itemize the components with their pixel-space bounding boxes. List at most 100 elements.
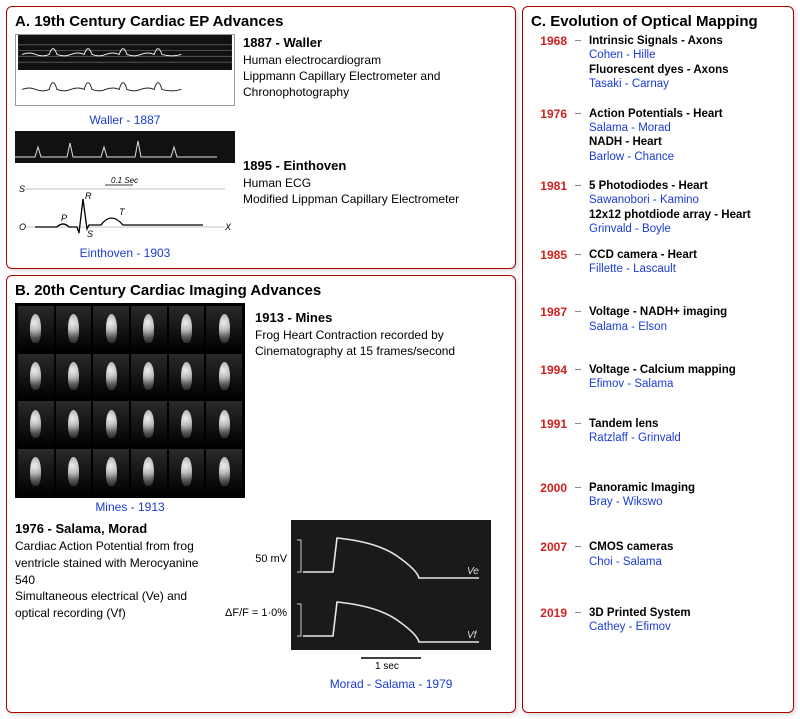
timeline-body: CCD camera - HeartFillette - Lascault [589,248,785,281]
timeline-authors: Sawanobori - Kamino [589,193,785,207]
timeline-year: 2019 [531,606,567,620]
timeline-event: Intrinsic Signals - Axons [589,34,785,48]
mines-film-grid [15,303,245,498]
salama-50mv: 50 mV [225,546,287,572]
timeline-body: CMOS camerasChoi - Salama [589,540,785,573]
timeline-row: 1985 CCD camera - HeartFillette - Lascaul… [531,248,785,281]
timeline-year: 2000 [531,481,567,495]
einthoven-caption: Einthoven - 1903 [15,246,235,260]
timeline-row: 2007 CMOS camerasChoi - Salama [531,540,785,573]
timeline-authors: Ratzlaff - Grinvald [589,431,785,445]
svg-text:R: R [85,191,92,201]
film-frame [206,449,242,495]
svg-text:S: S [87,229,93,239]
mines-film: Mines - 1913 [15,303,245,514]
timeline-authors: Salama - Morad [589,121,785,135]
svg-text:O: O [19,222,26,232]
film-frame [56,306,92,352]
timeline-spacer [531,96,785,104]
timeline-authors: Cathey - Efimov [589,620,785,634]
salama-graph-wrap: 50 mV ΔF/F = 1·0% Ve Vf [225,520,507,691]
timeline-row: 1991Tandem lensRatzlaff - Grinvald [531,417,785,450]
timeline-row: 1987Voltage - NADH+ imagingSalama - Elso… [531,305,785,338]
timeline-spacer [531,338,785,360]
film-frame [18,449,54,495]
timeline-row: 1994 Voltage - Calcium mappingEfimov - Sa… [531,363,785,396]
timeline-authors: Bray - Wikswo [589,495,785,509]
figure-root: A. 19th Century Cardiac EP Advances Wall… [0,0,800,719]
svg-text:T: T [119,207,126,217]
timeline-event: 12x12 photdiode array - Heart [589,208,785,222]
timeline-row: 1981 5 Photodiodes - HeartSawanobori - Ka… [531,179,785,241]
timeline-year: 1987 [531,305,567,319]
timeline-authors: Fillette - Lascault [589,262,785,276]
salama-caption: Morad - Salama - 1979 [291,677,491,691]
waller-text: 1887 - Waller Human electrocardiogram Li… [243,34,507,100]
film-frame [206,401,242,447]
timeline-spacer [531,513,785,537]
waller-line2: Lippmann Capillary Electrometer and Chro… [243,68,507,100]
svg-text:0.1 Sec: 0.1 Sec [111,176,138,185]
film-frame [93,449,129,495]
film-frame [131,449,167,495]
timeline-body: Action Potentials - HeartSalama - MoradN… [589,107,785,169]
film-frame [18,306,54,352]
timeline-body: Panoramic ImagingBray - Wikswo [589,481,785,514]
salama-line1: Cardiac Action Potential from frog ventr… [15,538,215,588]
timeline-year: 1981 [531,179,567,193]
svg-text:S: S [19,184,25,194]
panel-a-waller-row: Waller - 1887 1887 - Waller Human electr… [15,34,507,127]
panel-b-period: . [26,282,34,299]
timeline-authors: Barlow - Chance [589,150,785,164]
film-frame [93,354,129,400]
film-frame [18,354,54,400]
film-frame [206,306,242,352]
panel-c-title: C. Evolution of Optical Mapping [531,13,785,30]
salama-line2: Simultaneous electrical (Ve) and optical… [15,588,215,622]
panel-a-period: . [26,13,34,30]
einthoven-text: 1895 - Einthoven Human ECG Modified Lipp… [243,129,507,207]
film-frame [56,449,92,495]
einthoven-line1: Human ECG [243,175,507,191]
timeline-event: Panoramic Imaging [589,481,785,495]
timeline-body: 5 Photodiodes - HeartSawanobori - Kamino… [589,179,785,241]
einthoven-figure: S O X P R S T 0.1 Sec Einthoven - 1903 [15,129,235,260]
timeline-year: 2007 [531,540,567,554]
timeline-authors: Efimov - Salama [589,377,785,391]
timeline-year: 1991 [531,417,567,431]
timeline-spacer [531,241,785,245]
film-frame [169,354,205,400]
timeline-body: Voltage - Calcium mappingEfimov - Salama [589,363,785,396]
waller-caption: Waller - 1887 [15,113,235,127]
waller-figure: Waller - 1887 [15,34,235,127]
timeline-event: NADH - Heart [589,135,785,149]
panel-b: B. 20th Century Cardiac Imaging Advances… [6,275,516,713]
film-frame [169,449,205,495]
panel-c-letter: C [531,13,542,30]
film-frame [93,401,129,447]
film-frame [56,354,92,400]
timeline: 1968Intrinsic Signals - AxonsCohen - Hil… [531,34,785,639]
timeline-year: 1994 [531,363,567,377]
timeline-spacer [531,396,785,414]
mines-text: 1913 - Mines Frog Heart Contraction reco… [255,303,507,359]
mines-line1: Frog Heart Contraction recorded by Cinem… [255,327,507,359]
panel-a-letter: A [15,13,26,30]
timeline-body: 3D Printed SystemCathey - Efimov [589,606,785,639]
timeline-year: 1985 [531,248,567,262]
timeline-event: CMOS cameras [589,540,785,554]
timeline-row: 1976Action Potentials - HeartSalama - Mo… [531,107,785,169]
timeline-spacer [531,168,785,176]
timeline-row: 2000 Panoramic ImagingBray - Wikswo [531,481,785,514]
waller-line1: Human electrocardiogram [243,52,507,68]
waller-heading: 1887 - Waller [243,34,507,52]
panel-b-letter: B [15,282,26,299]
panel-a: A. 19th Century Cardiac EP Advances Wall… [6,6,516,269]
film-frame [131,306,167,352]
timeline-row: 1968Intrinsic Signals - AxonsCohen - Hil… [531,34,785,96]
einthoven-line2: Modified Lippman Capillary Electrometer [243,191,507,207]
film-frame [206,354,242,400]
timeline-authors: Choi - Salama [589,555,785,569]
left-column: A. 19th Century Cardiac EP Advances Wall… [6,6,516,713]
film-frame [169,306,205,352]
